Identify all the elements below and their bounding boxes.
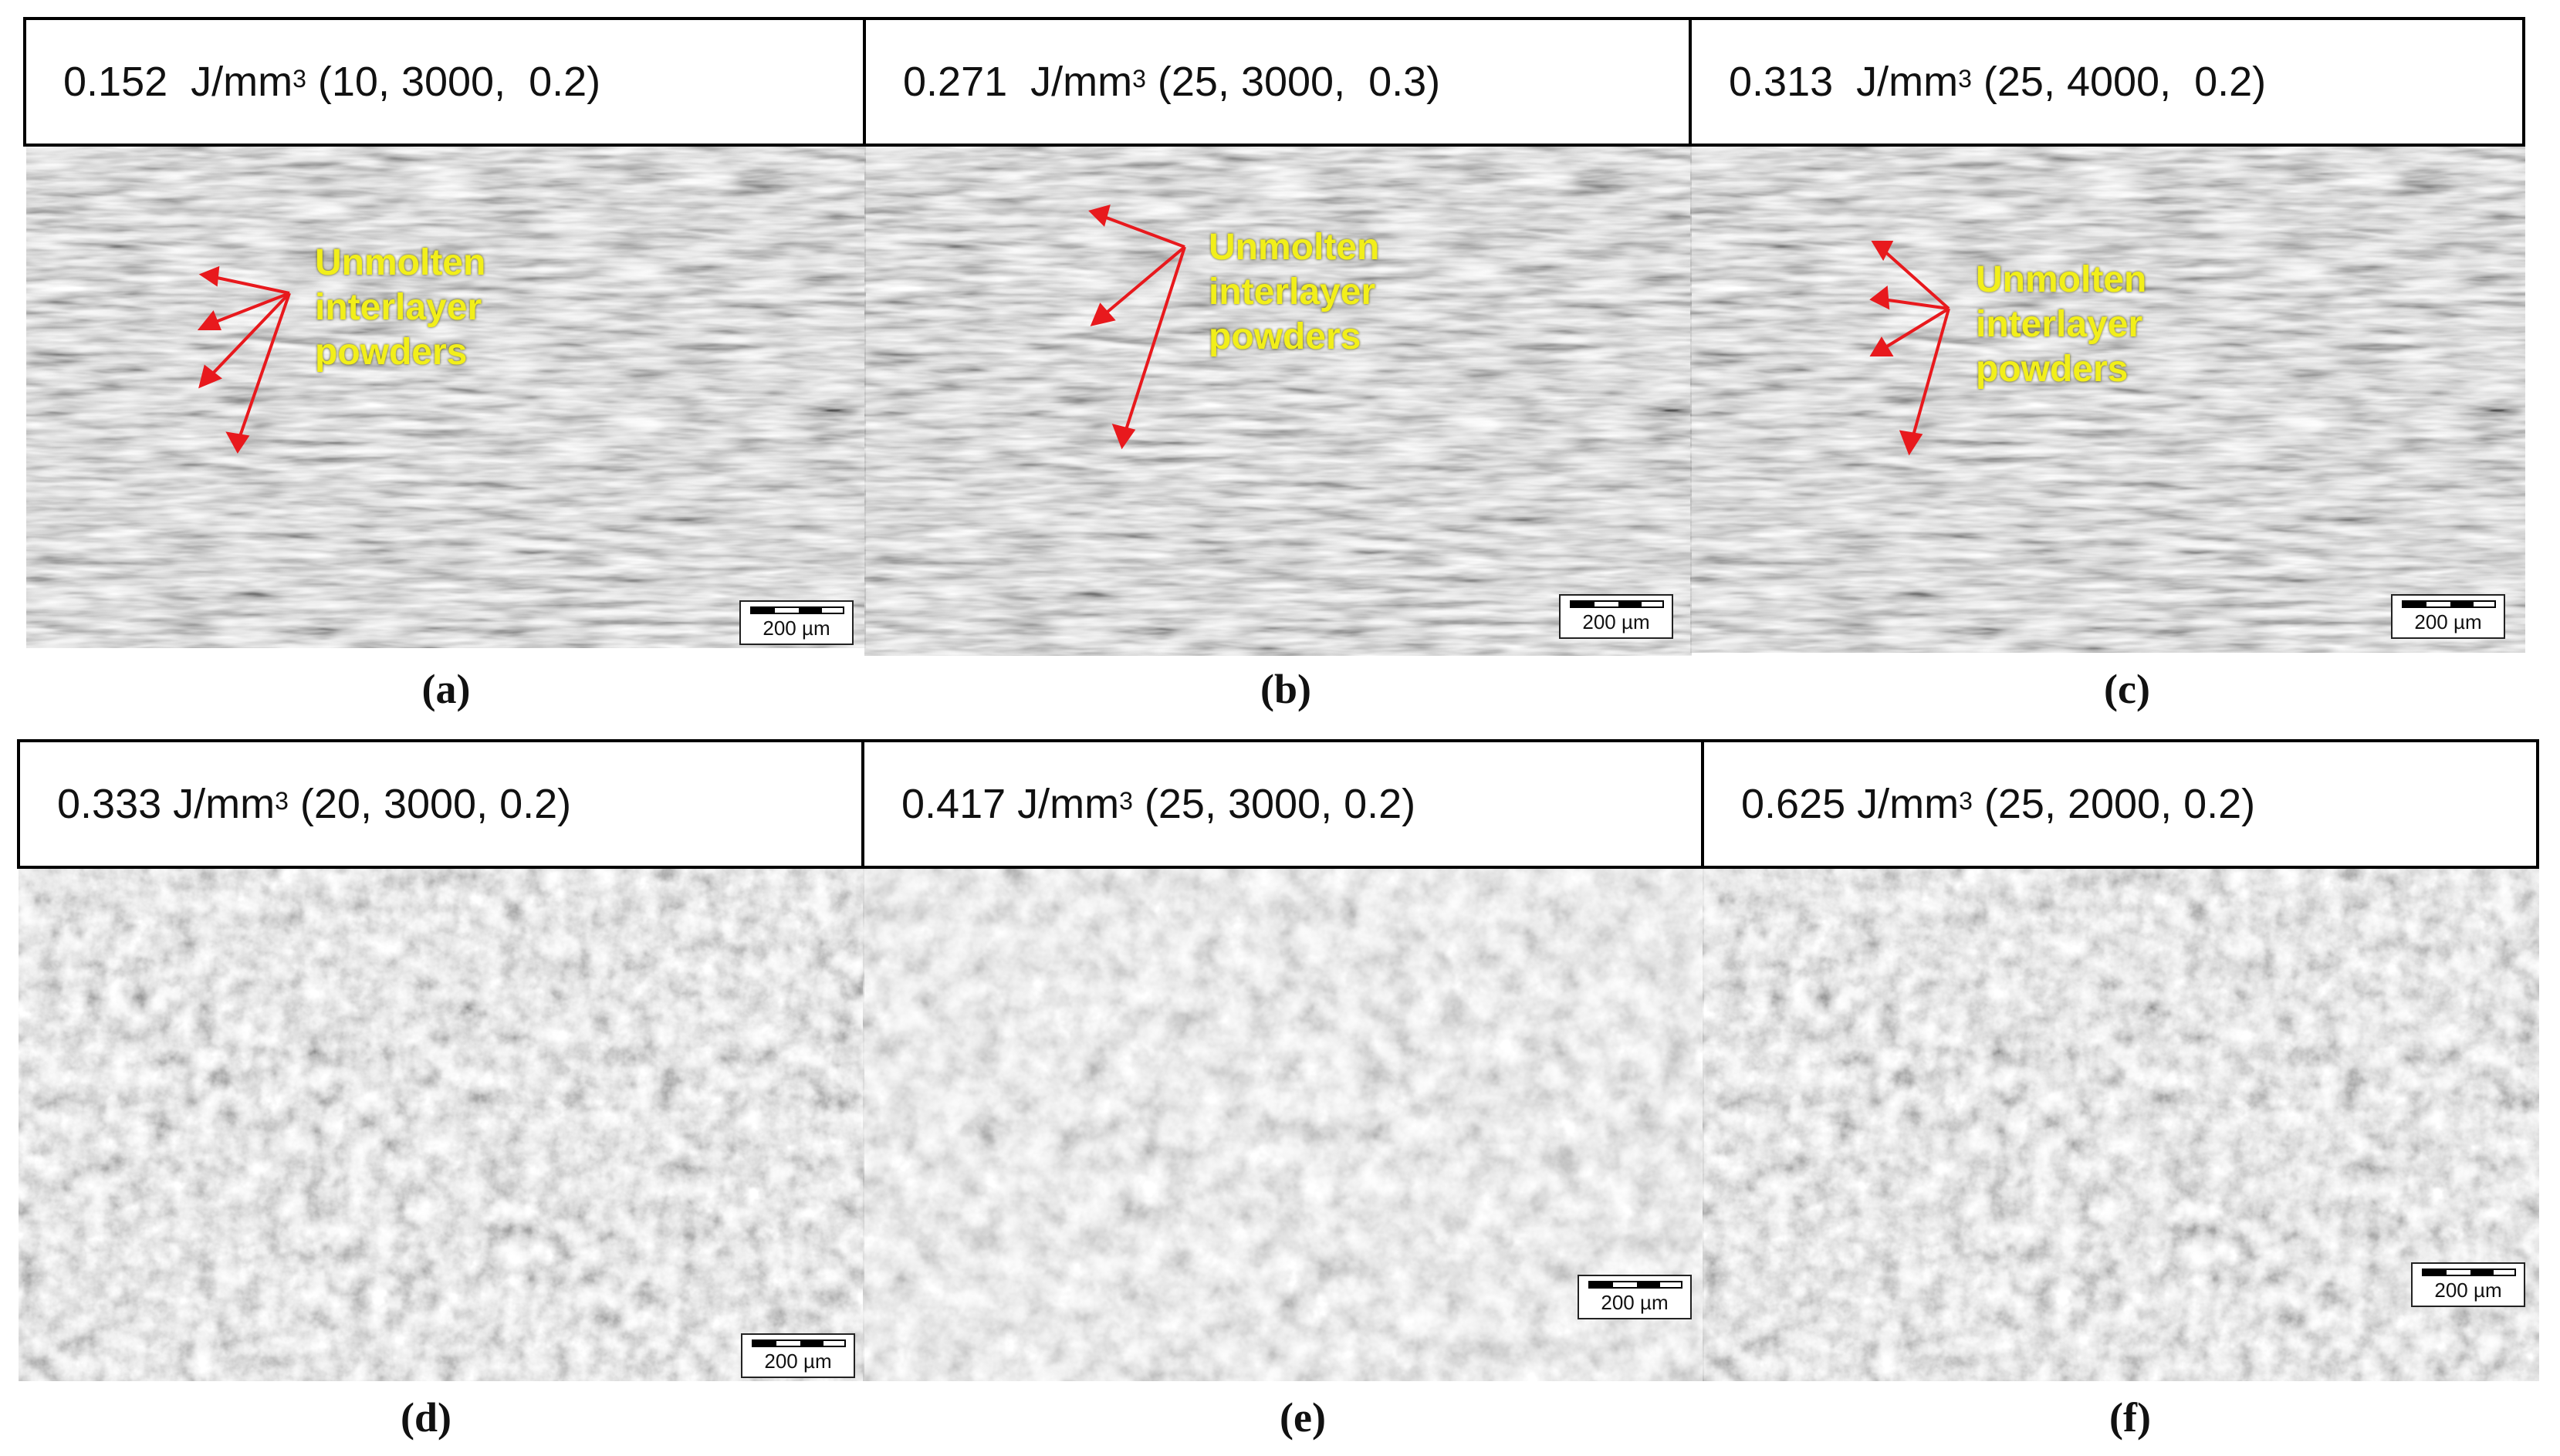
panel-b-params: (25, 3000, 0.3) xyxy=(1145,59,1441,105)
panel-e-scale-bar: 200 µm xyxy=(1578,1275,1692,1319)
panel-f-header: 0.625 J/mm 3 (25, 2000, 0.2) xyxy=(1701,739,2539,869)
panel-a-scale-bar: 200 µm xyxy=(739,600,854,645)
panel-f-scale-ruler xyxy=(2422,1269,2516,1276)
panel-b-arrows xyxy=(1088,204,1186,450)
panel-f-params: (25, 2000, 0.2) xyxy=(1972,781,2256,827)
panel-f-scale-label: 200 µm xyxy=(2434,1279,2502,1302)
panel-a-annotation-line-2: powders xyxy=(315,332,468,373)
panel-c-scale-bar: 200 µm xyxy=(2391,594,2505,639)
panel-d-caption: (d) xyxy=(401,1394,451,1441)
panel-b-micrograph xyxy=(864,147,1692,656)
panel-a-scale-ruler xyxy=(750,606,844,614)
panel-d-header: 0.333 J/mm 3 (20, 3000, 0.2) xyxy=(17,739,864,869)
panel-c-annotation: Unmolten interlayer powders xyxy=(1976,258,2146,392)
panel-b-scale-ruler xyxy=(1570,600,1664,608)
panel-a-header: 0.152 J/mm 3 (10, 3000, 0.2) xyxy=(23,17,866,147)
panel-a-arrows xyxy=(197,265,291,454)
panel-f-energy: 0.625 J/mm xyxy=(1741,781,1960,827)
panel-b-header: 0.271 J/mm 3 (25, 3000, 0.3) xyxy=(863,17,1692,147)
panel-c-scale-ruler xyxy=(2402,600,2496,608)
panel-a-params: (10, 3000, 0.2) xyxy=(306,59,601,105)
panel-a-exponent: 3 xyxy=(293,64,306,93)
panel-f-exponent: 3 xyxy=(1959,786,1973,815)
panel-a-annotation-line-1: Unmolten interlayer xyxy=(315,242,486,328)
panel-b-annotation-line-1: Unmolten interlayer xyxy=(1209,227,1380,312)
panel-c-caption: (c) xyxy=(2104,666,2150,712)
panel-e-header: 0.417 J/mm 3 (25, 3000, 0.2) xyxy=(861,739,1704,869)
panel-c-exponent: 3 xyxy=(1958,64,1972,93)
panel-c-scale-label: 200 µm xyxy=(2414,610,2482,633)
panel-b-scale-label: 200 µm xyxy=(1582,610,1650,633)
panel-b-scale-bar: 200 µm xyxy=(1559,594,1673,639)
panel-c-params: (25, 4000, 0.2) xyxy=(1971,59,2267,105)
panel-b-caption: (b) xyxy=(1260,666,1311,712)
panel-d-scale-ruler xyxy=(752,1339,846,1347)
panel-a-energy: 0.152 J/mm xyxy=(63,59,293,105)
panel-d-scale-bar: 200 µm xyxy=(741,1333,855,1378)
panel-c-annotation-line-2: powders xyxy=(1976,349,2129,390)
panel-b-annotation: Unmolten interlayer powders xyxy=(1209,225,1379,360)
panel-a-micrograph xyxy=(26,147,866,648)
panel-a-annotation: Unmolten interlayer powders xyxy=(315,241,485,375)
panel-c-micrograph xyxy=(1690,147,2525,653)
panel-e-micrograph xyxy=(863,869,1704,1381)
panel-c-annotation-line-1: Unmolten interlayer xyxy=(1976,259,2147,345)
panel-d-micrograph xyxy=(19,869,864,1381)
panel-d-exponent: 3 xyxy=(275,786,289,815)
panel-d-energy: 0.333 J/mm xyxy=(57,781,276,827)
panel-f-scale-bar: 200 µm xyxy=(2411,1262,2525,1307)
panel-a-caption: (a) xyxy=(421,666,471,712)
panel-a-scale-label: 200 µm xyxy=(763,617,830,640)
panel-c-header: 0.313 J/mm 3 (25, 4000, 0.2) xyxy=(1689,17,2525,147)
panel-d-params: (20, 3000, 0.2) xyxy=(288,781,572,827)
panel-b-energy: 0.271 J/mm xyxy=(903,59,1133,105)
panel-e-energy: 0.417 J/mm xyxy=(901,781,1120,827)
panel-d-scale-label: 200 µm xyxy=(764,1350,832,1373)
panel-e-scale-label: 200 µm xyxy=(1601,1291,1669,1314)
panel-f-caption: (f) xyxy=(2109,1394,2151,1441)
panel-c-arrows xyxy=(1869,241,1950,456)
panel-e-exponent: 3 xyxy=(1119,786,1133,815)
panel-e-params: (25, 3000, 0.2) xyxy=(1132,781,1416,827)
panel-b-annotation-line-2: powders xyxy=(1209,316,1361,357)
panel-e-caption: (e) xyxy=(1280,1394,1326,1441)
panel-e-scale-ruler xyxy=(1588,1281,1682,1289)
panel-f-micrograph xyxy=(1703,869,2539,1381)
panel-b-exponent: 3 xyxy=(1132,64,1146,93)
panel-c-energy: 0.313 J/mm xyxy=(1729,59,1959,105)
